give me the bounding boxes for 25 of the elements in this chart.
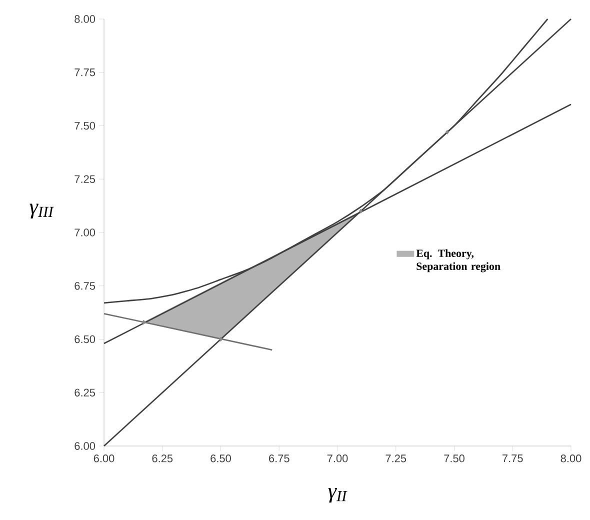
point — [359, 208, 363, 214]
x-tick-label: 7.75 — [502, 454, 523, 462]
x-tick-label: 7.50 — [444, 454, 464, 462]
y-tick-label: 6.00 — [74, 442, 96, 450]
x-tick-label: 6.00 — [94, 454, 114, 462]
point — [218, 336, 223, 342]
x-tick-label: 6.25 — [152, 454, 173, 462]
x-tick-label: 6.50 — [210, 454, 231, 462]
y-tick-label: 8.00 — [74, 15, 96, 23]
x-tick-label: 8.00 — [560, 454, 582, 462]
y-tick-label: 7.50 — [74, 122, 96, 130]
y-tick-label: 7.25 — [74, 175, 96, 184]
x-tick-label: 7.00 — [327, 454, 348, 462]
y-tick-label: 7.75 — [74, 68, 96, 76]
legend-label: Eq. Theory, Separation region — [416, 249, 500, 272]
y-tick-label: 6.75 — [74, 282, 96, 290]
x-tick-label: 6.75 — [269, 454, 290, 462]
y-tick-label: 6.25 — [74, 388, 96, 397]
y-tick-label: 6.50 — [74, 335, 96, 344]
y-tick-label: 7.00 — [74, 228, 96, 236]
x-axis-title: γ$_{II}$ — [328, 488, 348, 503]
y-axis-title: γ$_{III}$ — [30, 204, 54, 219]
x-tick-label: 7.25 — [386, 454, 406, 462]
point — [445, 130, 450, 135]
point — [142, 320, 146, 325]
